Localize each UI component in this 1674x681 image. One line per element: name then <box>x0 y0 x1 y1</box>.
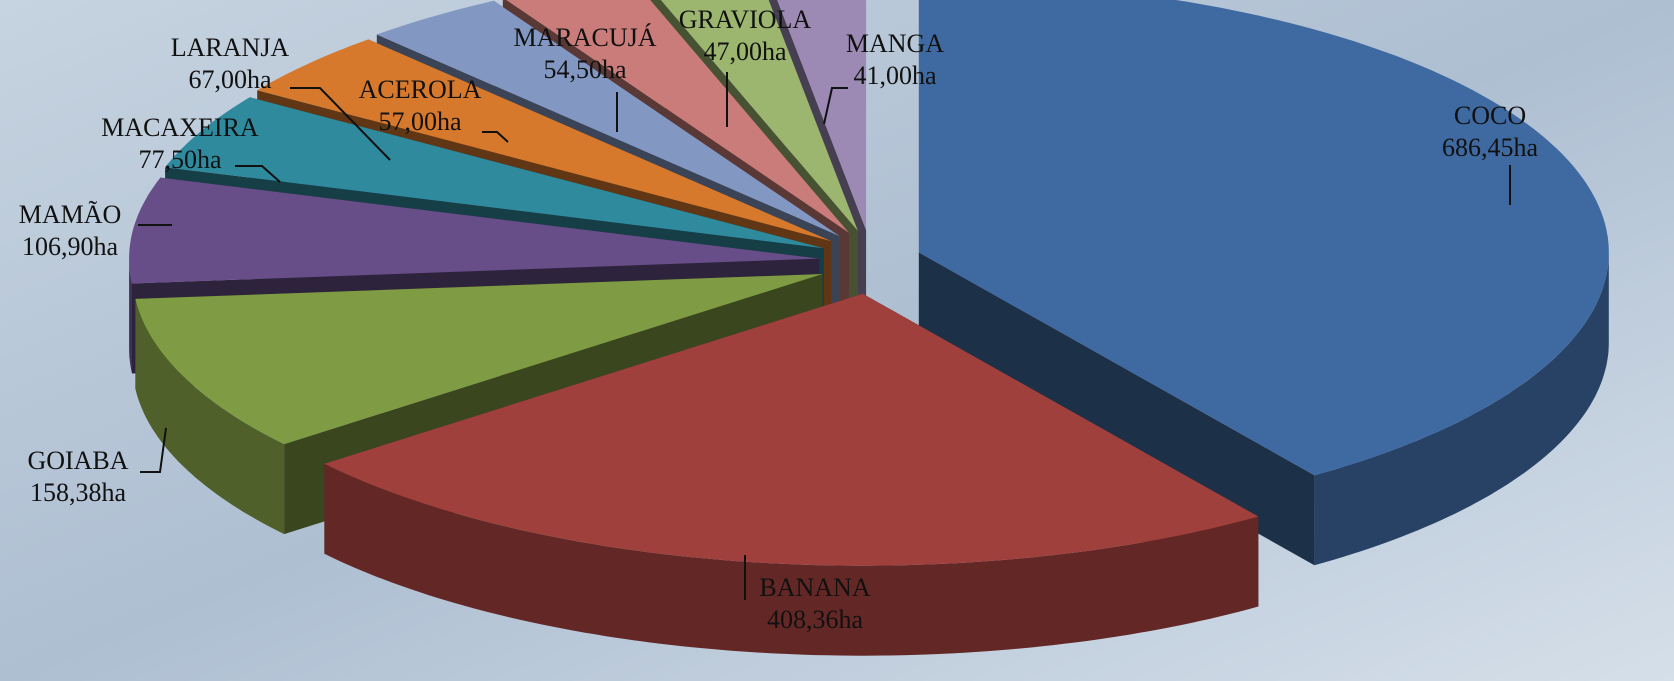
value-label: 686,45ha <box>1442 133 1539 162</box>
value-label: 77,50ha <box>138 145 222 174</box>
category-label: MAMÃO <box>19 200 122 229</box>
value-label: 41,00ha <box>853 61 937 90</box>
category-label: GRAVIOLA <box>679 5 812 34</box>
category-label: MACAXEIRA <box>101 113 259 142</box>
value-label: 408,36ha <box>767 605 864 634</box>
value-label: 158,38ha <box>30 478 127 507</box>
category-label: GOIABA <box>27 446 128 475</box>
category-label: COCO <box>1454 101 1526 130</box>
category-label: BANANA <box>759 573 870 602</box>
chart: COCO 686,45ha BANANA 408,36ha GOIABA 158,38ha… <box>0 0 1674 681</box>
value-label: 67,00ha <box>188 65 272 94</box>
value-label: 57,00ha <box>378 107 462 136</box>
value-label: 54,50ha <box>543 55 627 84</box>
category-label: ACEROLA <box>359 75 482 104</box>
value-label: 47,00ha <box>703 37 787 66</box>
category-label: MARACUJÁ <box>513 23 656 52</box>
category-label: MANGA <box>846 29 944 58</box>
category-label: LARANJA <box>171 33 290 62</box>
value-label: 106,90ha <box>22 232 119 261</box>
